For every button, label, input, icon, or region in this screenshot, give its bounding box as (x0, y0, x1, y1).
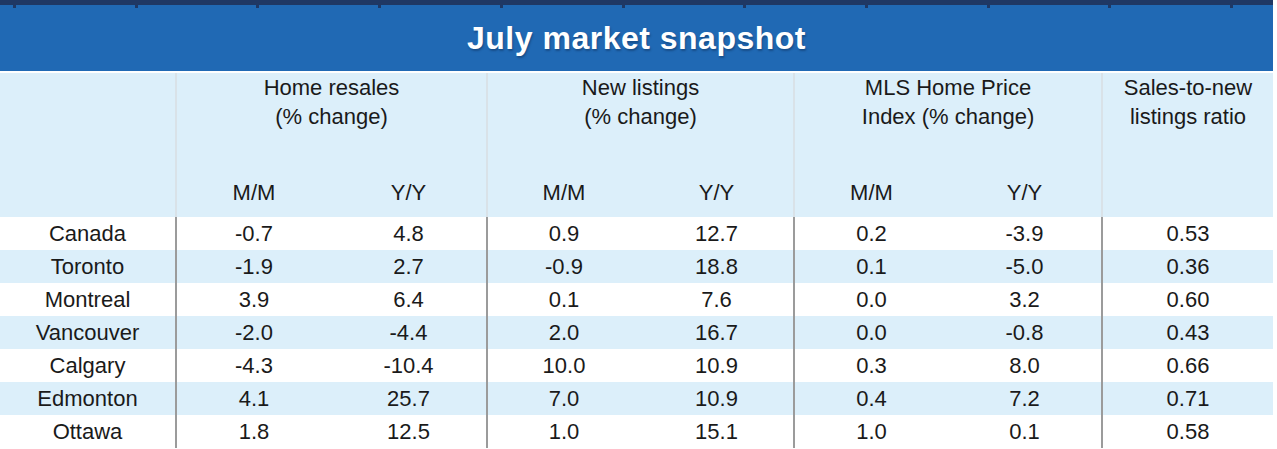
value-cell: 7.0 (487, 382, 640, 415)
value-cell: 0.0 (794, 316, 948, 349)
value-cell: 10.9 (640, 349, 794, 382)
group-label-line: MLS Home Price (795, 73, 1101, 102)
value-cell: 0.4 (794, 382, 948, 415)
subheader-yy: Y/Y (640, 180, 794, 217)
table-row: Canada-0.74.80.912.70.2-3.90.53 (0, 217, 1273, 250)
value-cell: -0.9 (487, 250, 640, 283)
value-cell: 18.8 (640, 250, 794, 283)
value-cell: 6.4 (331, 283, 487, 316)
value-cell: 0.1 (948, 415, 1102, 448)
table-row: Vancouver-2.0-4.42.016.70.0-0.80.43 (0, 316, 1273, 349)
value-cell: -5.0 (948, 250, 1102, 283)
value-cell: -0.8 (948, 316, 1102, 349)
value-cell: 0.43 (1102, 316, 1273, 349)
value-cell: 0.66 (1102, 349, 1273, 382)
group-label-line: (% change) (177, 102, 486, 131)
value-cell: 4.8 (331, 217, 487, 250)
column-group-home-resales: Home resales (% change) (176, 73, 487, 180)
row-label: Vancouver (0, 316, 176, 349)
value-cell: 4.1 (176, 382, 331, 415)
value-cell: 10.9 (640, 382, 794, 415)
group-label-line: (% change) (488, 102, 793, 131)
page-title: July market snapshot (467, 22, 806, 54)
row-label: Edmonton (0, 382, 176, 415)
value-cell: 0.2 (794, 217, 948, 250)
value-cell: 0.71 (1102, 382, 1273, 415)
table-row: Montreal3.96.40.17.60.03.20.60 (0, 283, 1273, 316)
value-cell: 12.5 (331, 415, 487, 448)
corner-cell (0, 180, 176, 217)
value-cell: 1.0 (487, 415, 640, 448)
group-label-line: New listings (488, 73, 793, 102)
value-cell: 12.7 (640, 217, 794, 250)
value-cell: -10.4 (331, 349, 487, 382)
value-cell: 0.36 (1102, 250, 1273, 283)
value-cell: 7.2 (948, 382, 1102, 415)
value-cell: 1.0 (794, 415, 948, 448)
value-cell: 0.58 (1102, 415, 1273, 448)
value-cell: 0.60 (1102, 283, 1273, 316)
subheader-yy: Y/Y (948, 180, 1102, 217)
value-cell: 0.1 (487, 283, 640, 316)
row-label: Toronto (0, 250, 176, 283)
row-label: Montreal (0, 283, 176, 316)
table-header: Home resales (% change) New listings (% … (0, 73, 1273, 217)
title-bar: July market snapshot (0, 5, 1273, 71)
value-cell: 0.3 (794, 349, 948, 382)
value-cell: 0.1 (794, 250, 948, 283)
group-label-line: Sales-to-new (1103, 73, 1273, 102)
table-row: Toronto-1.92.7-0.918.80.1-5.00.36 (0, 250, 1273, 283)
row-label: Canada (0, 217, 176, 250)
value-cell: -3.9 (948, 217, 1102, 250)
group-label-line: listings ratio (1103, 102, 1273, 131)
value-cell: 0.53 (1102, 217, 1273, 250)
column-sales-to-new-ratio: Sales-to-new listings ratio (1102, 73, 1273, 217)
row-label: Ottawa (0, 415, 176, 448)
value-cell: 2.7 (331, 250, 487, 283)
corner-cell (0, 73, 176, 180)
value-cell: 1.8 (176, 415, 331, 448)
subheader-mm: M/M (794, 180, 948, 217)
table-row: Edmonton4.125.77.010.90.47.20.71 (0, 382, 1273, 415)
group-label-line: Index (% change) (795, 102, 1101, 131)
value-cell: -4.3 (176, 349, 331, 382)
value-cell: -1.9 (176, 250, 331, 283)
value-cell: 15.1 (640, 415, 794, 448)
value-cell: 3.2 (948, 283, 1102, 316)
value-cell: 7.6 (640, 283, 794, 316)
column-group-new-listings: New listings (% change) (487, 73, 794, 180)
value-cell: 2.0 (487, 316, 640, 349)
subheader-mm: M/M (176, 180, 331, 217)
group-label-line: Home resales (177, 73, 486, 102)
table-row: Calgary-4.3-10.410.010.90.38.00.66 (0, 349, 1273, 382)
subheader-yy: Y/Y (331, 180, 487, 217)
table-body: Canada-0.74.80.912.70.2-3.90.53Toronto-1… (0, 217, 1273, 448)
value-cell: -0.7 (176, 217, 331, 250)
row-label: Calgary (0, 349, 176, 382)
value-cell: 0.0 (794, 283, 948, 316)
market-snapshot-widget: July market snapshot Home resales (% cha… (0, 0, 1273, 448)
value-cell: 8.0 (948, 349, 1102, 382)
column-group-mls-hpi: MLS Home Price Index (% change) (794, 73, 1102, 180)
value-cell: 25.7 (331, 382, 487, 415)
value-cell: 16.7 (640, 316, 794, 349)
value-cell: -2.0 (176, 316, 331, 349)
table-row: Ottawa1.812.51.015.11.00.10.58 (0, 415, 1273, 448)
snapshot-table: Home resales (% change) New listings (% … (0, 73, 1273, 448)
value-cell: -4.4 (331, 316, 487, 349)
value-cell: 0.9 (487, 217, 640, 250)
value-cell: 3.9 (176, 283, 331, 316)
subheader-mm: M/M (487, 180, 640, 217)
value-cell: 10.0 (487, 349, 640, 382)
